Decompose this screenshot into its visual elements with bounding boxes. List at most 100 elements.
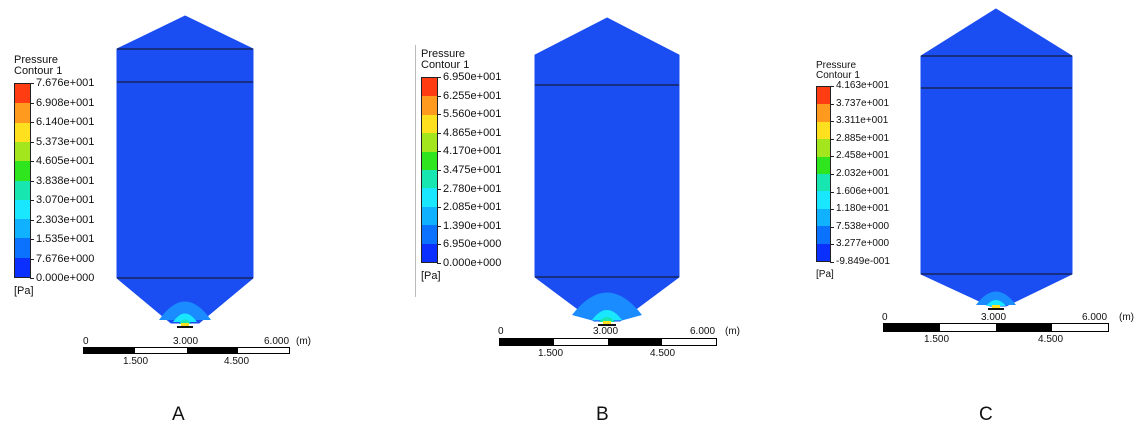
panel-label-a: A xyxy=(172,404,185,425)
legend-value: 3.311e+001 xyxy=(836,115,889,127)
outlet-hotspot xyxy=(603,321,611,324)
outlet-contour-mid xyxy=(173,313,197,322)
legend-color-band xyxy=(15,257,30,278)
scale-bar xyxy=(83,347,290,354)
legend-color-band xyxy=(15,161,30,181)
legend-value: 3.277e+000 xyxy=(836,238,890,250)
legend-divider xyxy=(415,45,416,297)
legend-color-bar xyxy=(816,86,831,262)
legend-color-band xyxy=(15,199,30,220)
legend-subtitle: Contour 1 xyxy=(816,70,860,81)
legend-tick xyxy=(30,219,34,221)
legend-value: 7.676e+001 xyxy=(36,77,95,89)
legend-value: 6.140e+001 xyxy=(36,116,95,128)
legend-value: 3.737e+001 xyxy=(836,97,890,109)
legend-color-band xyxy=(817,121,830,140)
outlet-contour-inner xyxy=(599,317,615,322)
legend-value: 2.085e+001 xyxy=(443,201,502,214)
legend-color-band xyxy=(422,188,437,208)
scale-label-1-5: 1.500 xyxy=(538,348,564,359)
silo-contour xyxy=(534,17,680,326)
scale-unit: (m) xyxy=(725,326,740,337)
legend-tick xyxy=(437,132,441,134)
legend-tick xyxy=(830,209,834,211)
legend-color-bar xyxy=(421,77,438,263)
legend-color-band xyxy=(422,225,437,245)
scale-label-6: 6.000 xyxy=(1082,312,1108,323)
legend-tick xyxy=(30,141,34,143)
panel-label-c: C xyxy=(979,404,993,425)
scale-label-3: 3.000 xyxy=(981,312,1007,323)
legend-value: 4.170e+001 xyxy=(443,145,502,158)
legend-color-band xyxy=(15,180,30,201)
panel-a: Pressure Contour 1 [Pa] 0 3.000 6.000 (m… xyxy=(5,5,330,390)
legend-color-band xyxy=(15,219,30,239)
outlet-hotspot xyxy=(992,305,1000,308)
legend-color-band xyxy=(422,243,437,263)
legend-tick xyxy=(437,188,441,190)
legend-color-band xyxy=(817,243,830,262)
scale-unit: (m) xyxy=(1119,312,1134,323)
outlet-base xyxy=(177,326,193,328)
scale-label-6: 6.000 xyxy=(264,336,290,347)
scale-label-1-5: 1.500 xyxy=(924,334,950,345)
panel-b: Pressure Contour 1 [Pa] 0 3.000 6.000 (m… xyxy=(412,5,740,375)
legend-title: Pressure xyxy=(14,54,59,66)
silo-body xyxy=(534,17,680,322)
panel-label-b: B xyxy=(596,404,609,425)
legend-tick xyxy=(30,200,34,201)
legend-value: 1.390e+001 xyxy=(443,219,502,232)
legend-tick xyxy=(437,151,441,153)
outlet-base xyxy=(988,308,1004,310)
legend-value: 2.032e+001 xyxy=(836,168,890,179)
legend-color-band xyxy=(817,104,830,123)
legend-value: 3.475e+001 xyxy=(443,164,502,176)
legend-tick xyxy=(830,121,834,123)
scale-label-6: 6.000 xyxy=(690,326,716,337)
legend-tick xyxy=(437,207,441,209)
legend-value: 7.676e+000 xyxy=(36,252,95,265)
legend-tick xyxy=(830,191,834,193)
legend-value: 6.950e+000 xyxy=(443,238,502,251)
legend-value: 1.535e+001 xyxy=(36,233,95,245)
legend-color-band xyxy=(422,114,437,134)
scale-bar xyxy=(499,338,717,346)
legend-color-band xyxy=(15,122,30,143)
legend-color-band xyxy=(422,170,437,189)
legend-tick xyxy=(830,226,834,228)
scale-label-0: 0 xyxy=(83,336,89,347)
outlet-base xyxy=(598,324,616,326)
legend-tick xyxy=(30,239,34,240)
legend-tick xyxy=(437,244,441,246)
scale-bar xyxy=(883,323,1109,332)
scale-label-4-5: 4.500 xyxy=(650,348,676,359)
outlet-contour-inner xyxy=(179,319,191,324)
legend-value: 1.180e+001 xyxy=(836,203,890,215)
legend-value: -9.849e-001 xyxy=(836,256,890,267)
legend-value: 3.838e+001 xyxy=(36,174,95,187)
legend-tick xyxy=(30,278,34,279)
legend-tick xyxy=(437,77,441,78)
legend-unit: [Pa] xyxy=(14,285,34,297)
outlet-contour-outer xyxy=(976,291,1016,305)
legend-value: 6.908e+001 xyxy=(36,96,95,109)
legend-tick xyxy=(830,103,834,105)
legend-color-band xyxy=(422,96,437,116)
silo-contour xyxy=(116,15,254,328)
legend-tick xyxy=(830,244,834,246)
silo-body xyxy=(920,8,1073,307)
legend-color-band xyxy=(817,208,830,227)
outlet-hotspot xyxy=(181,323,189,326)
legend-value: 2.458e+001 xyxy=(836,150,890,162)
legend-tick xyxy=(30,83,34,84)
legend-color-band xyxy=(422,151,437,171)
legend-tick xyxy=(830,262,834,263)
legend-unit: [Pa] xyxy=(421,270,441,282)
legend-value: 0.000e+000 xyxy=(443,257,502,269)
legend-color-band xyxy=(15,84,30,104)
legend-unit: [Pa] xyxy=(816,269,834,280)
legend-color-band xyxy=(817,226,830,245)
legend-color-bar xyxy=(14,83,31,278)
legend-tick xyxy=(437,263,441,264)
legend-color-band xyxy=(15,103,30,124)
